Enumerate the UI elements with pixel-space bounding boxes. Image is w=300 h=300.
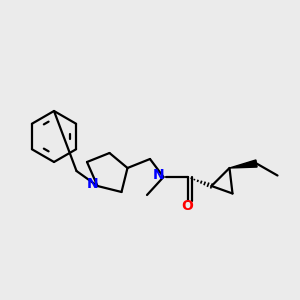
Polygon shape xyxy=(230,160,257,168)
Text: N: N xyxy=(86,178,98,191)
Text: N: N xyxy=(152,168,164,182)
Text: O: O xyxy=(182,200,194,213)
